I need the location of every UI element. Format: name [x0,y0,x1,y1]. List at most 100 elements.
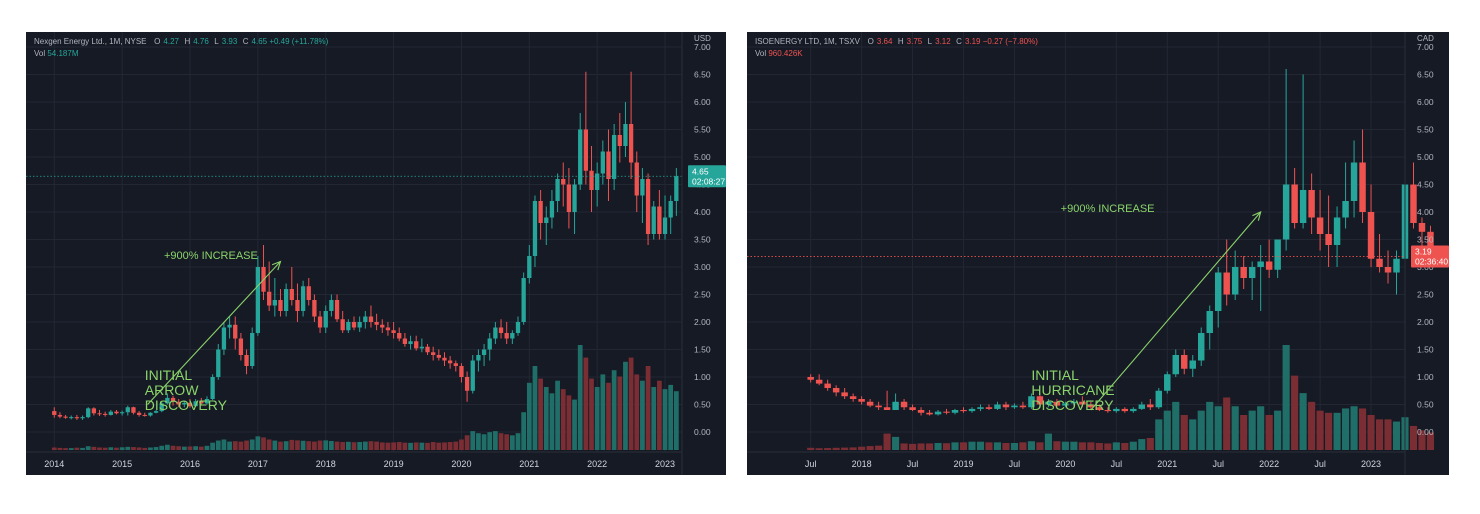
candle-body [1223,272,1230,295]
volume-bar [413,442,419,450]
volume-bar [1350,406,1358,450]
y-tick-label: 6.50 [694,70,711,80]
volume-bar [1392,421,1401,450]
x-tick-label: Jul [1009,459,1021,469]
candle-body [960,410,967,412]
nexgen-chart-svg[interactable]: USD7.006.506.005.505.004.504.003.503.002… [26,32,726,475]
nexgen-chart-panel[interactable]: USD7.006.506.005.505.004.504.003.503.002… [26,32,726,475]
volume-bar [210,442,215,450]
volume-bar [193,446,199,450]
volume-bar [232,441,238,450]
candle-body [216,349,221,377]
volume-bar [1214,406,1222,450]
y-tick-label: 2.50 [694,290,711,300]
candle-body [283,289,289,311]
x-tick-label: 2022 [1259,459,1279,469]
volume-bar [925,443,934,450]
candle-body [1333,217,1341,245]
volume-bar [1206,401,1214,450]
candle-body [657,206,662,234]
candle-body [934,411,942,415]
volume-bar [1027,441,1035,450]
candle-body [640,179,645,196]
volume-bar [255,436,261,450]
nexgen-high: 4.76 [193,37,209,46]
x-tick-label: 2020 [451,459,471,469]
volume-bar [362,441,368,450]
x-tick-label: 2019 [953,459,973,469]
candle-body [227,324,232,328]
isoenergy-chart-panel[interactable]: CAD7.006.506.005.505.004.504.003.503.002… [747,32,1449,475]
nexgen-low: 3.93 [221,37,238,46]
volume-bar [436,442,442,450]
candle-body [119,412,125,414]
volume-bar [673,391,679,450]
candle-body [634,162,639,196]
volume-bars [51,345,679,450]
candle-body [272,300,277,306]
volume-bar [942,443,951,450]
volume-bar [892,436,900,450]
candle-body [91,408,97,414]
candle-body [1189,360,1196,369]
volume-bar [526,382,532,450]
candle-body [114,411,119,414]
volume-bar [1172,401,1180,450]
candle-body [1291,184,1298,223]
volume-bar [583,357,589,450]
volume-bar [125,446,131,450]
x-tick-label: 2022 [587,459,607,469]
volume-bar [504,434,510,450]
candle-body [917,410,925,413]
volume-bar [1223,397,1231,450]
volume-bar [866,446,874,450]
volume-bar [1146,437,1154,450]
volume-bar [1078,442,1086,450]
volume-bar [1265,415,1273,450]
volume-bar [538,378,543,450]
candle-body [1367,212,1375,259]
arrow-head [1252,211,1262,221]
volume-bar [1291,375,1299,450]
volume-bar [63,448,68,450]
candle-body [221,327,227,350]
isoenergy-high: 3.75 [906,37,923,46]
volume-bar [312,441,317,450]
candle-body [555,179,560,201]
volume-bar [176,446,182,450]
last-price-value: 3.19 [1415,247,1432,257]
candle-body [662,217,668,234]
volume-bar [515,433,521,450]
candle-body [1079,401,1086,405]
candle-body [103,413,108,415]
volume-bar [425,442,430,450]
candle-body [841,392,848,397]
candle-body [994,404,1001,409]
volume-bar [532,366,538,450]
isoenergy-chart-svg[interactable]: CAD7.006.506.005.505.004.504.003.503.002… [747,32,1449,475]
candle-body [815,379,823,384]
volume-bar [351,442,357,450]
x-tick-label: 2023 [1361,459,1381,469]
last-price-value: 4.65 [692,166,709,176]
isoenergy-vol-value: 960.426K [768,49,803,58]
y-tick-label: 3.00 [694,262,711,272]
candle-body [447,360,453,364]
isoenergy-legend: ISOENERGY LTD, 1M, TSXV O 3.64 H 3.75 L 3.1… [755,37,1038,58]
volume-bar [357,442,363,450]
candle-body [1011,405,1018,408]
candle-body [57,414,63,417]
candle-body [510,333,515,339]
volume-bar [1155,419,1163,450]
volume-bar [560,389,566,450]
x-tick-label: 2018 [316,459,336,469]
candle-body [402,338,408,344]
arrow-shaft [1090,211,1262,411]
candle-body [1282,184,1290,240]
volume-bar [617,376,623,450]
increase-arrow [147,260,282,405]
candle-body [1036,396,1044,405]
candle-body [459,366,464,377]
volume-bar [227,441,232,450]
volume-bar [543,387,549,450]
